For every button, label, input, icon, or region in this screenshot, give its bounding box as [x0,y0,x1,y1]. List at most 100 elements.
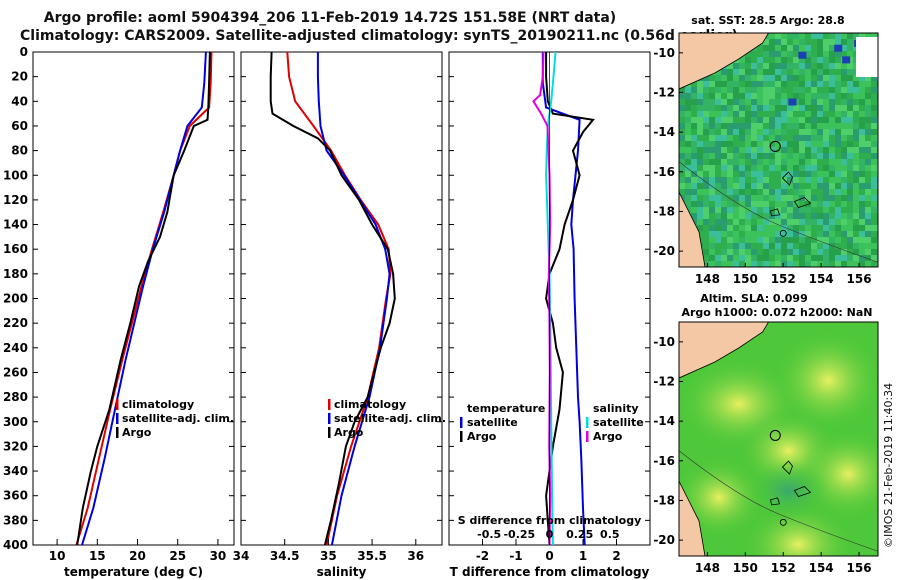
sst-cell [781,33,787,39]
sst-cell [745,123,751,129]
sst-cell [739,225,745,231]
sst-cell [751,63,757,69]
sst-cell [787,147,793,153]
sst-cell [697,135,703,141]
sst-cell [739,135,745,141]
sst-cell [811,75,817,81]
depth-tick-label: 340 [3,464,28,478]
sst-cell [871,123,877,129]
sst-cell [775,75,781,81]
sst-cell [865,249,871,255]
sst-cell [793,105,799,111]
sst-cell [835,111,841,117]
sst-cell [679,153,685,159]
sst-cell [781,261,787,267]
sst-cell [823,51,829,57]
sst-cell [859,123,865,129]
sst-cell [733,249,739,255]
sst-cell [841,237,847,243]
depth-tick-label: 320 [3,439,28,453]
sst-cell [793,153,799,159]
sst-cell [763,225,769,231]
sst-cell [841,189,847,195]
sst-cell [775,45,781,51]
sst-cell [793,177,799,183]
sst-cell [751,231,757,237]
sst-map-title: sat. SST: 28.5 Argo: 28.8 [691,14,844,27]
sst-cell [775,255,781,261]
sst-cell [823,159,829,165]
sst-cell [709,165,715,171]
sst-cell [697,183,703,189]
sst-cell [871,195,877,201]
diff-legend-swatch [460,431,463,442]
sal-series-climatology [286,51,392,546]
sst-cell [817,255,823,261]
sst-cell [757,129,763,135]
sst-cell [805,189,811,195]
sst-cell [841,45,847,51]
sst-cell [859,195,865,201]
sst-cell [829,93,835,99]
sst-cell [805,165,811,171]
sst-cell [865,87,871,93]
sst-cell [871,129,877,135]
sst-cell [811,45,817,51]
sst-cell [709,105,715,111]
sst-cell [775,135,781,141]
sst-cell [847,75,853,81]
sst-cell [817,243,823,249]
sst-cell [793,225,799,231]
sst-cell [751,117,757,123]
sst-cell [733,87,739,93]
sst-cell [745,51,751,57]
sst-cell [793,33,799,39]
sst-cell [751,69,757,75]
sst-cell [841,225,847,231]
depth-tick-label: 160 [3,242,28,256]
sst-cell [697,81,703,87]
sst-cell [793,51,799,57]
diff-legend-label: Argo [467,430,497,443]
sst-cell [781,243,787,249]
sst-cell [853,249,859,255]
sst-cell [871,237,877,243]
sst-cell [697,171,703,177]
sst-cell [817,111,823,117]
sst-cell [727,93,733,99]
sst-cell [757,51,763,57]
sst-cell [703,171,709,177]
sst-cell [769,87,775,93]
sst-cell [865,135,871,141]
sst-cell [679,105,685,111]
sst-cell [859,33,865,39]
sst-cell [721,159,727,165]
sst-cell [733,75,739,81]
sst-cell [721,93,727,99]
sst-cell [871,165,877,171]
sst-cell [709,195,715,201]
sst-cell [721,237,727,243]
sst-cell [727,261,733,267]
sst-cell [721,225,727,231]
sst-cell [769,117,775,123]
sst-cell [679,147,685,153]
sst-ytick-label: -18 [653,204,675,218]
diff-xtick-label: 1 [579,549,587,563]
sst-cell [703,183,709,189]
sst-cell [709,261,715,267]
sst-cell [793,129,799,135]
sst-cell [871,33,877,39]
sst-cell [679,99,685,105]
sst-cell [763,183,769,189]
sst-cell [859,153,865,159]
sst-cell [805,39,811,45]
sst-cell [811,183,817,189]
sst-cell [721,255,727,261]
sst-cell [733,189,739,195]
sst-cell [811,147,817,153]
sst-cell [793,141,799,147]
sst-cell [817,213,823,219]
sst-cell [763,153,769,159]
sst-cell [865,189,871,195]
